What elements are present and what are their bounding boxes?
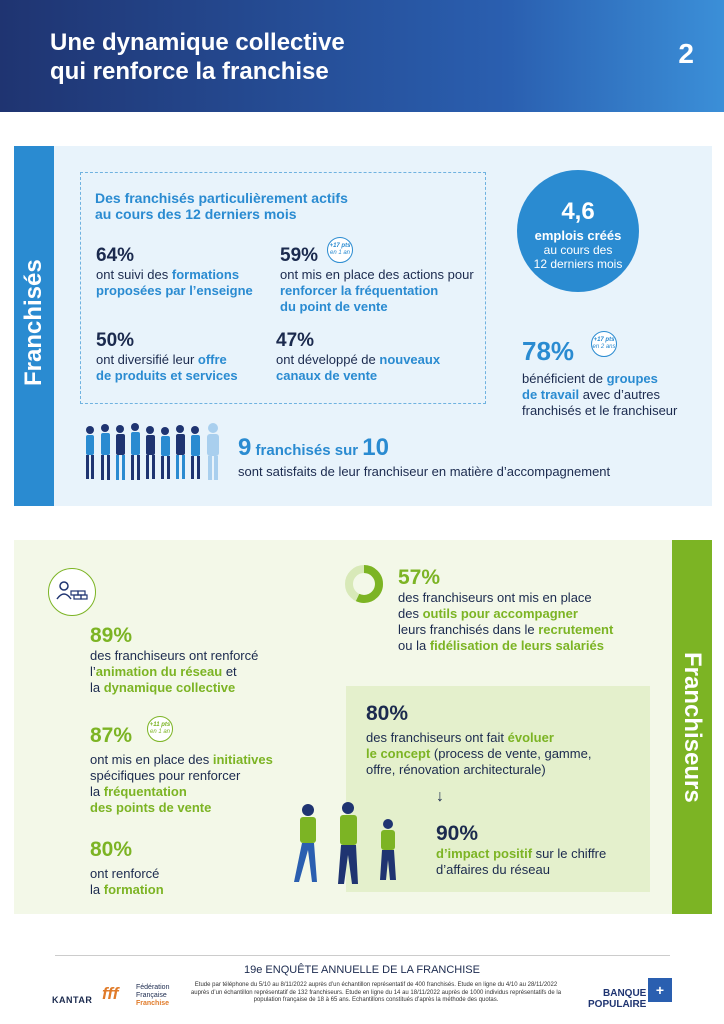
stat-evolution-concept: 80% des franchiseurs ont fait évoluer le…	[366, 702, 592, 777]
franchiseurs-side-label: Franchiseurs	[679, 652, 706, 803]
page-number: 2	[678, 38, 694, 69]
down-arrow-icon: ↓	[436, 788, 444, 805]
franchises-side-label: Franchisés	[20, 259, 47, 386]
stat-animation-reseau: 89% des franchiseurs ont renforcé l’anim…	[90, 624, 259, 695]
stat-formation: 80% ont renforcé la formation	[90, 838, 164, 897]
business-people-illustration	[294, 802, 396, 884]
stat-frequentation: 59% ont mis en place des actions pour re…	[280, 245, 474, 314]
footer-methodology-note: Etude par téléphone du 5/10 au 8/11/2022…	[190, 982, 562, 1003]
active-box-title: Des franchisés particulièrement actifs a…	[95, 190, 348, 222]
badge-plus17-1an: +17 pts en 1 an	[327, 237, 353, 263]
stat-offre: 50% ont diversifié leur offre de produit…	[96, 330, 238, 383]
stat-impact-chiffre-affaires: 90% d’impact positif sur le chiffre d’af…	[436, 822, 607, 877]
footer-title: 19e ENQUÊTE ANNUELLE DE LA FRANCHISE	[244, 964, 480, 976]
stat-groupes-travail: 78% bénéficient de groupes de travail av…	[522, 336, 678, 418]
emplois-circle: 4,6 emplois créés au cours des 12 dernie…	[517, 170, 639, 292]
stat-outils-accompagnement: 57% des franchiseurs ont mis en place de…	[398, 566, 614, 653]
banque-populaire-logo: BANQUE POPULAIRE	[588, 988, 647, 1010]
stat-canaux: 47% ont développé de nouveaux canaux de …	[276, 330, 441, 383]
badge-plus11-1an: +11 pts en 1 an	[147, 716, 173, 742]
kantar-logo: KANTAR	[52, 995, 93, 1005]
active-franchises-box	[80, 172, 486, 404]
franchises-side-bar: Franchisés	[14, 146, 54, 506]
badge-plus17-2ans: +17 pts en 2 ans	[591, 331, 617, 357]
team-building-icon	[48, 568, 96, 616]
fff-logo-icon: fff	[102, 984, 119, 1003]
stat-initiatives: 87% ont mis en place des initiatives spé…	[90, 724, 273, 815]
donut-57-chart	[345, 565, 383, 603]
people-group-illustration	[86, 423, 219, 480]
footer-divider	[55, 955, 670, 956]
stat-formations: 64% ont suivi des formations proposées p…	[96, 245, 253, 298]
concept-highlight-box	[346, 686, 650, 892]
franchiseurs-side-bar: Franchiseurs	[672, 540, 712, 914]
fff-logo-text: Fédération Française Franchise	[136, 984, 170, 1007]
page-header	[0, 0, 724, 112]
page-title: Une dynamique collective qui renforce la…	[50, 29, 345, 85]
stat-satisfaction: 9 franchisés sur 10 sont satisfaits de l…	[238, 434, 611, 479]
banque-populaire-plus-icon: +	[648, 978, 672, 1002]
